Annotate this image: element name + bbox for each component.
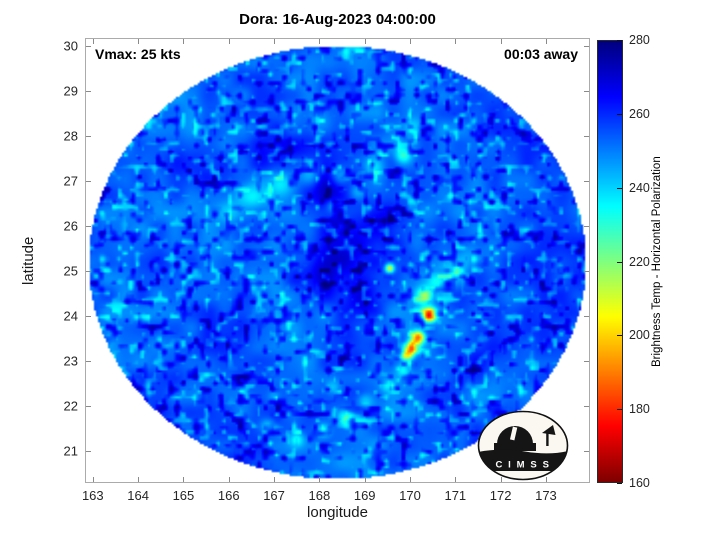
y-tickmark — [86, 91, 91, 92]
x-tickmark — [93, 477, 94, 482]
x-tickmark — [274, 39, 275, 44]
y-tickmark — [584, 361, 589, 362]
x-tick-label: 165 — [172, 488, 195, 503]
y-tick-label: 29 — [63, 83, 78, 99]
plot-area: Vmax: 25 kts 00:03 away C I M S S — [85, 38, 590, 483]
radio-dish-icon — [542, 425, 556, 435]
x-tick-label: 172 — [489, 488, 512, 503]
x-tick-label: 170 — [399, 488, 421, 503]
colorbar-tickmark — [617, 409, 622, 410]
y-tick-label: 22 — [63, 398, 78, 414]
vmax-annotation: Vmax: 25 kts — [95, 46, 181, 62]
cimss-logo-text: C I M S S — [495, 460, 550, 471]
colorbar-tick-label: 180 — [629, 402, 650, 417]
x-tick-label: 171 — [444, 488, 467, 503]
x-tickmark — [501, 477, 502, 482]
y-tickmark — [584, 451, 589, 452]
x-tickmark — [229, 39, 230, 44]
x-tick-label: 164 — [127, 488, 149, 503]
colorbar-tick-label: 260 — [629, 106, 650, 121]
y-tickmark — [86, 451, 91, 452]
y-tickmark — [86, 361, 91, 362]
chart-title: Dora: 16-Aug-2023 04:00:00 — [239, 11, 436, 28]
colorbar-tickmark — [617, 114, 622, 115]
y-tickmark — [584, 271, 589, 272]
y-tickmark — [86, 271, 91, 272]
x-tick-label: 168 — [308, 488, 331, 503]
y-tickmark — [584, 406, 589, 407]
x-tickmark — [410, 477, 411, 482]
colorbar-tick-label: 200 — [629, 328, 650, 343]
swath-heatmap — [86, 39, 589, 482]
y-tick-label: 25 — [63, 263, 78, 279]
x-axis-label: longitude — [307, 504, 368, 521]
cimss-logo: C I M S S — [477, 410, 569, 481]
colorbar-tick-label: 220 — [629, 254, 650, 269]
y-tickmark — [584, 316, 589, 317]
colorbar-tick-label: 240 — [629, 180, 650, 195]
y-tick-label: 28 — [63, 128, 78, 144]
y-tickmark — [86, 406, 91, 407]
y-tickmark — [86, 316, 91, 317]
logo-band — [478, 456, 568, 471]
y-tick-label: 30 — [63, 38, 78, 54]
colorbar-tickmark — [617, 188, 622, 189]
y-tickmark — [86, 226, 91, 227]
colorbar-tickmark — [617, 335, 622, 336]
y-tick-label: 21 — [63, 443, 78, 459]
y-tickmark — [584, 181, 589, 182]
y-tickmark — [86, 181, 91, 182]
x-tickmark — [546, 477, 547, 482]
x-tickmark — [319, 39, 320, 44]
colorbar-tick-label: 160 — [629, 476, 650, 490]
colorbar-tick-label: 280 — [629, 33, 650, 47]
y-tickmark — [584, 136, 589, 137]
x-tickmark — [183, 477, 184, 482]
colorbar-tickmark — [617, 40, 622, 41]
y-axis-label: latitude — [20, 236, 37, 285]
y-tick-label: 27 — [63, 173, 78, 189]
x-tickmark — [183, 39, 184, 44]
dome-base — [494, 443, 536, 451]
y-tickmark — [584, 91, 589, 92]
x-tick-label: 163 — [81, 488, 104, 503]
y-tickmark — [86, 136, 91, 137]
radio-dish-mast — [546, 433, 549, 446]
x-tickmark — [319, 477, 320, 482]
y-tick-label: 23 — [63, 353, 78, 369]
x-tickmark — [546, 39, 547, 44]
y-tickmark — [584, 46, 589, 47]
x-tick-label: 173 — [535, 488, 557, 503]
x-tickmark — [229, 477, 230, 482]
y-tick-label: 26 — [63, 218, 78, 234]
y-tickmark — [584, 226, 589, 227]
x-tickmark — [410, 39, 411, 44]
colorbar-tickmark — [617, 262, 622, 263]
x-tickmark — [93, 39, 94, 44]
x-tick-label: 167 — [263, 488, 285, 503]
x-tick-label: 169 — [353, 488, 376, 503]
x-tickmark — [455, 39, 456, 44]
x-tickmark — [138, 477, 139, 482]
x-tickmark — [274, 477, 275, 482]
y-tickmark — [86, 46, 91, 47]
x-tickmark — [501, 39, 502, 44]
dome-slit — [509, 426, 518, 441]
colorbar-tickmark — [617, 483, 622, 484]
x-tickmark — [365, 39, 366, 44]
y-tick-label: 24 — [63, 308, 78, 324]
colorbar-label: Brightness Temp - Horizontal Polarizatio… — [651, 156, 663, 367]
x-tickmark — [455, 477, 456, 482]
x-tickmark — [138, 39, 139, 44]
time-away-annotation: 00:03 away — [504, 46, 578, 62]
x-tick-label: 166 — [217, 488, 240, 503]
x-tickmark — [365, 477, 366, 482]
